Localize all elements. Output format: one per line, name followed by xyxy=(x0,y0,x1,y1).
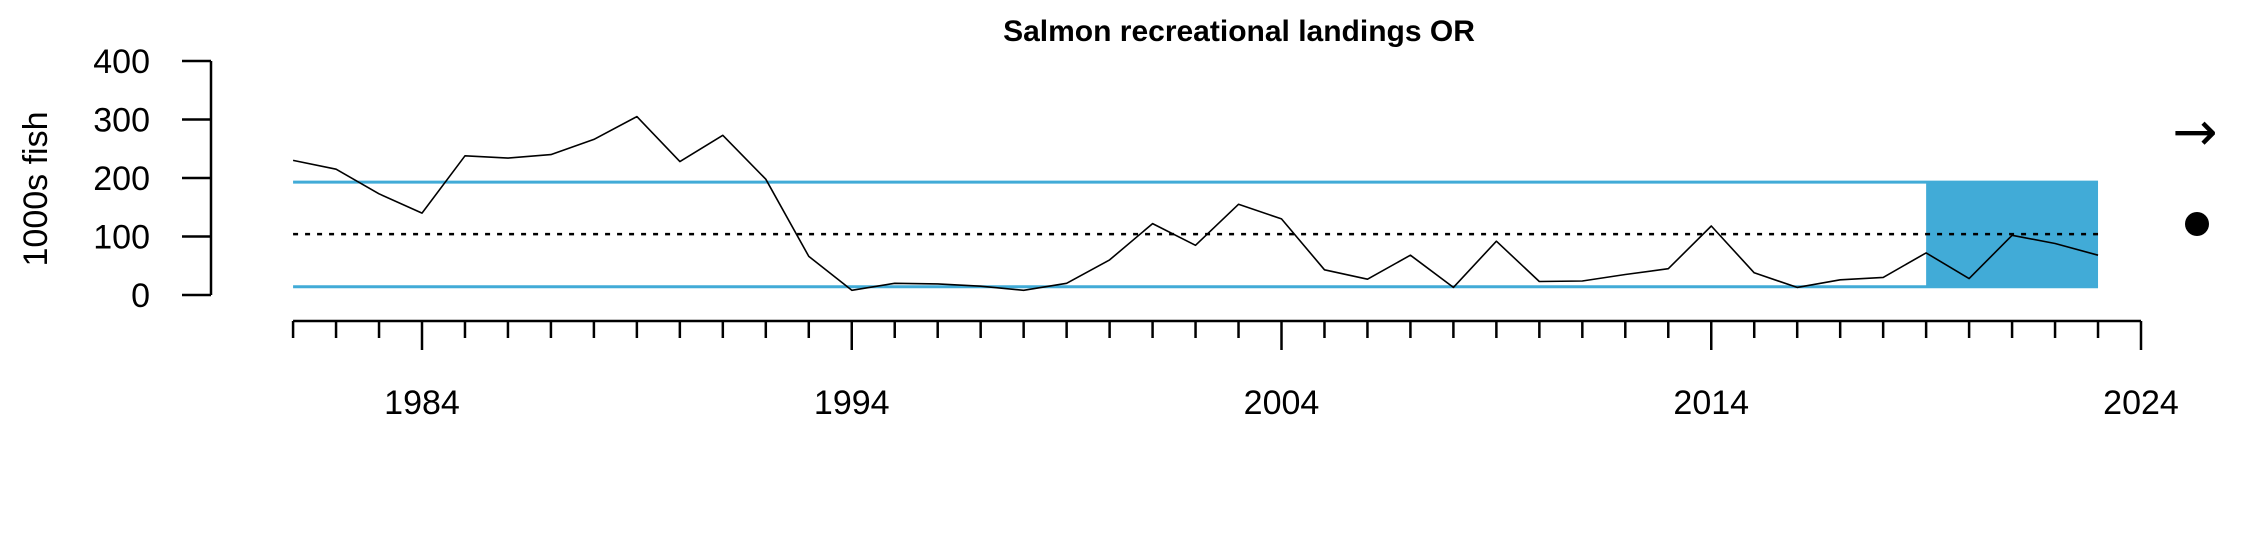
series-line-0 xyxy=(292,115,2099,292)
y-tick-label: 0 xyxy=(131,277,150,315)
x-tick-label: 1994 xyxy=(814,384,890,422)
y-tick-label: 100 xyxy=(93,219,150,257)
chart-title: Salmon recreational landings OR xyxy=(1003,15,1475,48)
x-tick-label: 1984 xyxy=(384,384,460,422)
x-tick-label: 2024 xyxy=(2103,384,2179,422)
x-tick-label: 2004 xyxy=(1244,384,1320,422)
indicators: → xyxy=(2172,100,2218,236)
y-tick-label: 400 xyxy=(93,43,150,81)
series-layer xyxy=(292,115,2099,292)
status-dot-icon xyxy=(2185,212,2209,236)
x-axis: 1984 1994 2004 2014 2024 xyxy=(291,319,2179,422)
reference-lines-layer xyxy=(293,180,2099,289)
y-tick-label: 300 xyxy=(93,102,150,140)
y-axis: 0 100 200 300 400 xyxy=(93,43,213,315)
trend-arrow-icon: → xyxy=(2172,100,2217,163)
x-tick-label: 2014 xyxy=(1673,384,1749,422)
y-axis-label: 1000s fish xyxy=(17,112,55,267)
y-tick-label: 200 xyxy=(93,160,150,198)
